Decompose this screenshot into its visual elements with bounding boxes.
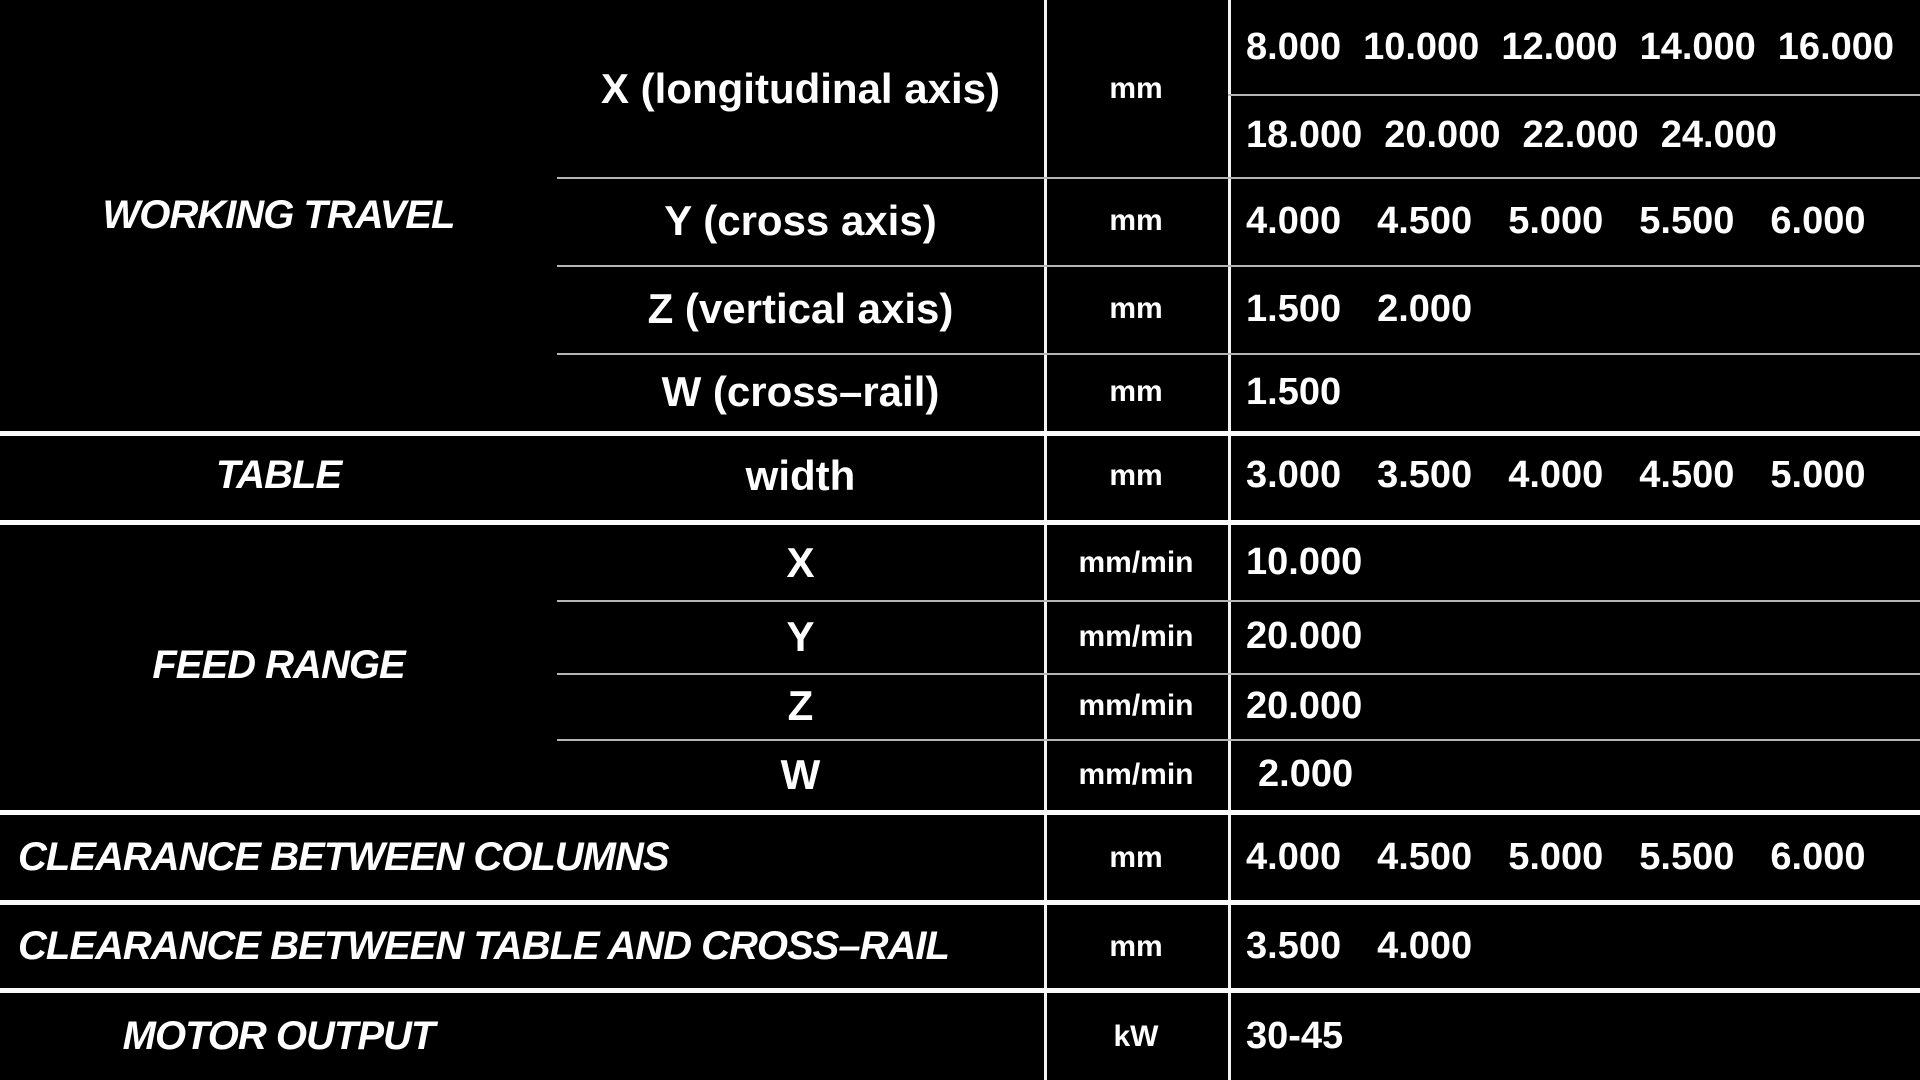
- value-item: 10.000: [1363, 25, 1480, 68]
- values-feed-w: 2.000: [1228, 739, 1920, 810]
- values-working-w: 1.500: [1228, 353, 1920, 431]
- value-item: 4.500: [1639, 454, 1735, 496]
- value-item: 5.000: [1508, 199, 1604, 242]
- grid-vline-values: [1228, 0, 1231, 1080]
- value-item: 4.000: [1246, 836, 1342, 878]
- value-item: 4.000: [1246, 199, 1342, 242]
- grid-hline-feed-xy: [557, 600, 1920, 602]
- value-item: 4.000: [1508, 454, 1604, 496]
- unit-clearance-columns: mm: [1109, 840, 1163, 874]
- value-item: 10.000: [1246, 541, 1363, 583]
- unit-working-z: mm: [1109, 292, 1163, 325]
- unit-working-y: mm: [1109, 204, 1163, 237]
- unit-working-w: mm: [1109, 375, 1163, 408]
- grid-hline-clearance-split: [0, 900, 1920, 905]
- grid-hline-feed-clearance: [0, 810, 1920, 815]
- values-working-x-line2: 18.000 20.000 22.000 24.000: [1228, 94, 1920, 177]
- value-item: 1.500: [1246, 370, 1342, 413]
- value-item: 6.000: [1770, 836, 1866, 878]
- value-item: 6.000: [1770, 199, 1866, 242]
- value-item: 16.000: [1777, 25, 1895, 68]
- values-clearance-table: 3.500 4.000: [1228, 905, 1920, 988]
- value-item: 22.000: [1522, 114, 1639, 156]
- category-motor-output: MOTOR OUTPUT: [122, 1014, 436, 1058]
- sublabel-feed-w: W: [780, 750, 821, 798]
- value-item: 18.000: [1246, 114, 1363, 156]
- unit-table-width: mm: [1109, 458, 1163, 492]
- sublabel-w-crossrail: W (cross–rail): [661, 368, 940, 415]
- grid-hline-x-split: [1228, 94, 1920, 96]
- value-item: 4.500: [1377, 836, 1473, 878]
- value-item: 20.000: [1246, 684, 1363, 727]
- value-item: 24.000: [1660, 114, 1777, 156]
- unit-motor-output: kW: [1113, 1019, 1159, 1053]
- value-item: 2.000: [1377, 287, 1473, 330]
- values-feed-z: 20.000: [1228, 673, 1920, 739]
- values-feed-x: 10.000: [1228, 525, 1920, 600]
- value-item: 30-45: [1246, 1015, 1344, 1057]
- sublabel-z-vertical: Z (vertical axis): [647, 285, 954, 332]
- unit-feed-x: mm/min: [1078, 545, 1194, 579]
- category-clearance-columns: CLEARANCE BETWEEN COLUMNS: [18, 835, 670, 879]
- value-item: 14.000: [1639, 25, 1756, 68]
- category-clearance-table-crossrail: CLEARANCE BETWEEN TABLE AND CROSS–RAIL: [18, 924, 950, 968]
- values-clearance-columns: 4.000 4.500 5.000 5.500 6.000: [1228, 815, 1920, 900]
- sublabel-table-width: width: [745, 451, 856, 499]
- grid-vline-units: [1044, 0, 1047, 1080]
- unit-working-x: mm: [1109, 71, 1163, 105]
- grid-hline-yz: [557, 265, 1920, 267]
- grid-hline-table-feed: [0, 520, 1920, 525]
- grid-hline-working-table: [0, 431, 1920, 436]
- grid-hline-zw: [557, 353, 1920, 355]
- grid-hline-feed-zw: [557, 739, 1920, 741]
- unit-clearance-table: mm: [1109, 929, 1163, 963]
- value-item: 4.500: [1377, 199, 1473, 242]
- sublabel-feed-x: X: [786, 538, 815, 586]
- value-item: 20.000: [1246, 615, 1363, 657]
- value-item: 20.000: [1384, 114, 1501, 156]
- value-item: 5.500: [1639, 836, 1735, 878]
- values-table-width: 3.000 3.500 4.000 4.500 5.000: [1228, 431, 1920, 520]
- value-item: 4.000: [1377, 925, 1473, 967]
- value-item: 5.000: [1770, 454, 1866, 496]
- sublabel-x-longitudinal: X (longitudinal axis): [600, 64, 1001, 112]
- sublabel-feed-z: Z: [787, 682, 814, 729]
- grid-hline-xy: [557, 177, 1920, 179]
- sublabel-y-cross: Y (cross axis): [664, 197, 937, 244]
- values-working-z: 1.500 2.000: [1228, 265, 1920, 353]
- value-item: 3.500: [1377, 454, 1473, 496]
- unit-feed-y: mm/min: [1078, 619, 1194, 653]
- unit-feed-z: mm/min: [1078, 689, 1194, 722]
- value-item: 3.000: [1246, 454, 1342, 496]
- value-item: 3.500: [1246, 925, 1342, 967]
- category-working-travel: WORKING TRAVEL: [102, 193, 456, 237]
- unit-feed-w: mm/min: [1078, 757, 1194, 791]
- value-item: 1.500: [1246, 287, 1342, 330]
- value-item: 2.000: [1258, 753, 1354, 795]
- values-working-y: 4.000 4.500 5.000 5.500 6.000: [1228, 177, 1920, 265]
- values-feed-y: 20.000: [1228, 600, 1920, 673]
- category-table: TABLE: [215, 453, 342, 497]
- grid-hline-clearance-motor: [0, 988, 1920, 993]
- value-item: 5.500: [1639, 199, 1735, 242]
- values-working-x-line1: 8.000 10.000 12.000 14.000 16.000: [1228, 0, 1920, 94]
- category-feed-range: FEED RANGE: [152, 642, 405, 687]
- value-item: 5.000: [1508, 836, 1604, 878]
- value-item: 8.000: [1246, 25, 1342, 68]
- values-motor-output: 30-45: [1228, 993, 1920, 1080]
- grid-hline-feed-yz: [557, 673, 1920, 675]
- sublabel-feed-y: Y: [786, 612, 815, 660]
- value-item: 12.000: [1501, 25, 1618, 68]
